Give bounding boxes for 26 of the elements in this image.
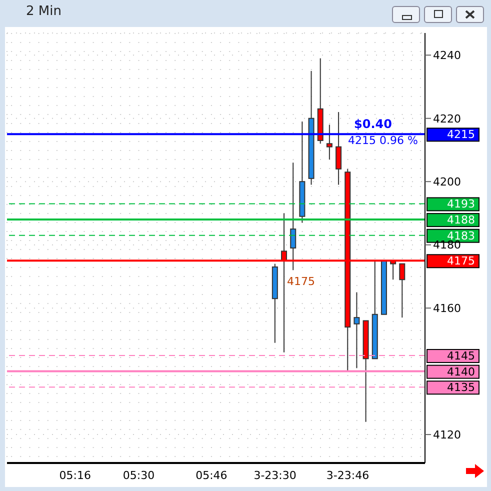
y-tick-label: 4120 bbox=[433, 428, 461, 442]
candlestick bbox=[290, 162, 296, 271]
ref-line-label: 4215 bbox=[447, 128, 475, 142]
candlestick bbox=[326, 124, 332, 160]
x-tick-label: 05:30 bbox=[122, 468, 155, 482]
ref-line-label: 4140 bbox=[447, 365, 475, 378]
x-tick-label: 3-23:46 bbox=[326, 468, 370, 482]
y-tick-label: 4160 bbox=[433, 302, 461, 315]
ref-line-label: 4175 bbox=[447, 254, 475, 268]
ref-line-label: 4193 bbox=[447, 198, 475, 211]
x-tick-label: 3-23:30 bbox=[254, 468, 296, 482]
candlestick bbox=[336, 112, 342, 186]
ref-line-label: 4135 bbox=[447, 381, 475, 394]
x-tick-label: 05:46 bbox=[196, 468, 228, 482]
annotation: 4215 0.96 % bbox=[348, 134, 418, 147]
candlestick bbox=[354, 292, 360, 369]
y-tick-label: 4220 bbox=[433, 112, 461, 126]
annotation: 4175 bbox=[287, 275, 315, 288]
ref-line-label: 4188 bbox=[447, 214, 475, 227]
chart-title: 2 Min bbox=[26, 4, 62, 19]
y-tick-label: 4240 bbox=[433, 49, 461, 62]
x-tick-label: 05:16 bbox=[59, 468, 92, 482]
y-tick-label: 4200 bbox=[433, 176, 461, 189]
annotation: $0.40 bbox=[354, 117, 392, 131]
ref-line-label: 4145 bbox=[447, 350, 475, 362]
candlestick bbox=[399, 263, 406, 318]
